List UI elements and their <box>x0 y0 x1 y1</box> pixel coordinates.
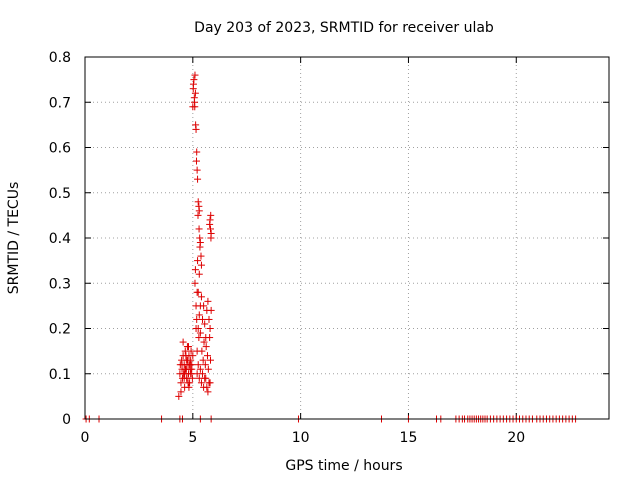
data-point <box>185 383 193 391</box>
data-point <box>194 257 202 265</box>
data-point <box>197 252 205 260</box>
data-point <box>196 329 204 337</box>
data-point <box>203 352 211 360</box>
data-point <box>195 311 203 319</box>
y-tick-label: 0.8 <box>49 50 71 66</box>
y-tick-label: 0.4 <box>49 231 71 247</box>
data-point <box>189 80 197 88</box>
data-point <box>197 293 205 301</box>
x-axis-label: GPS time / hours <box>285 458 402 474</box>
data-point <box>191 266 199 274</box>
y-tick-label: 0.7 <box>49 95 71 111</box>
data-point <box>207 234 215 242</box>
data-point <box>205 379 213 387</box>
data-point <box>203 383 211 391</box>
data-point <box>207 306 215 314</box>
data-point <box>195 207 203 215</box>
data-point <box>187 370 195 378</box>
data-point <box>201 374 209 382</box>
data-point <box>192 157 200 165</box>
axis-ticks <box>84 56 609 420</box>
data-point <box>197 379 205 387</box>
data-point <box>199 356 207 364</box>
y-tick-label: 0.1 <box>49 367 71 383</box>
y-tick-label: 0.3 <box>49 276 71 292</box>
data-point <box>188 365 196 373</box>
data-point <box>183 356 191 364</box>
data-point <box>196 234 204 242</box>
data-point <box>187 347 195 355</box>
data-point <box>196 243 204 251</box>
data-point <box>191 103 199 111</box>
y-tick-label: 0.6 <box>49 141 71 157</box>
x-tick-label: 10 <box>292 430 310 446</box>
y-tick-label: 0 <box>62 412 71 428</box>
y-tick-label: 0.2 <box>49 322 71 338</box>
data-point <box>191 279 199 287</box>
data-point <box>202 343 210 351</box>
data-point <box>194 288 202 296</box>
data-point <box>194 361 202 369</box>
data-point <box>206 334 214 342</box>
data-point <box>192 121 200 129</box>
data-point <box>195 225 203 233</box>
data-point <box>206 220 214 228</box>
data-point <box>192 325 200 332</box>
y-tick-label: 0.5 <box>49 186 71 202</box>
data-point <box>193 347 201 355</box>
data-point <box>199 370 207 378</box>
data-point <box>204 365 212 373</box>
y-axis-label: SRMTID / TECUs <box>6 182 22 295</box>
data-point <box>179 338 187 346</box>
tick-labels: 0 5 10 15 20 0 0.1 0.2 0.3 0.4 0.5 0.6 0.7 0.8 <box>49 50 525 446</box>
data-point <box>184 379 192 387</box>
data-point <box>205 315 213 323</box>
data-point <box>207 225 215 233</box>
data-point <box>196 302 204 310</box>
data-point <box>190 94 198 102</box>
data-point <box>207 356 215 364</box>
data-point <box>201 320 209 328</box>
data-point <box>189 352 197 360</box>
data-point <box>195 334 203 342</box>
x-tick-label: 20 <box>507 430 525 446</box>
data-point <box>196 365 204 373</box>
data-point <box>207 211 215 219</box>
plot-frame <box>84 56 610 420</box>
data-point <box>186 361 194 369</box>
data-point <box>182 352 190 360</box>
data-points <box>82 71 580 423</box>
data-point <box>193 148 201 156</box>
data-point <box>201 361 209 369</box>
data-point <box>195 270 203 278</box>
data-point <box>193 315 201 323</box>
data-point <box>180 370 188 378</box>
data-point <box>204 388 212 396</box>
data-point <box>194 175 202 183</box>
data-point <box>191 89 199 97</box>
data-point <box>206 325 214 332</box>
data-point <box>194 211 202 219</box>
chart-title: Day 203 of 2023, SRMTID for receiver ula… <box>194 20 494 36</box>
data-point <box>193 166 201 174</box>
x-tick-label: 15 <box>400 430 418 446</box>
data-point <box>185 343 193 351</box>
grid <box>85 57 609 419</box>
data-point <box>200 338 208 346</box>
x-tick-label: 0 <box>81 430 90 446</box>
data-point <box>181 365 189 373</box>
data-point <box>204 297 212 305</box>
data-point <box>197 261 205 269</box>
data-point <box>177 379 185 387</box>
data-point <box>191 71 199 79</box>
data-point <box>177 388 185 396</box>
data-point <box>183 374 191 382</box>
data-point <box>175 392 183 400</box>
data-point <box>178 361 186 369</box>
data-point <box>194 198 202 206</box>
x-tick-label: 5 <box>188 430 197 446</box>
